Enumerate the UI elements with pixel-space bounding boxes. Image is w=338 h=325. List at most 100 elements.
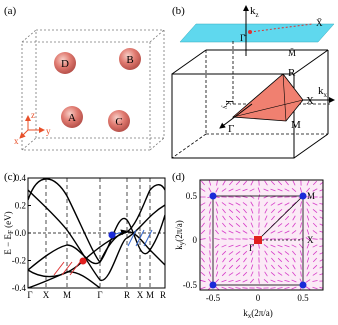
- x-tick-label: M: [63, 290, 71, 300]
- field-arrow: [264, 257, 268, 263]
- label-base: k: [318, 85, 324, 97]
- point-label: M: [307, 191, 315, 201]
- field-arrow: [299, 250, 303, 256]
- field-arrow: [208, 208, 212, 214]
- field-arrow: [312, 286, 318, 290]
- field-arrow: [263, 279, 269, 283]
- field-arrow: [306, 201, 310, 207]
- field-arrow: [221, 202, 227, 206]
- field-arrow: [243, 257, 247, 263]
- field-arrow: [319, 181, 323, 185]
- field-arrow: [292, 180, 296, 186]
- atom-label: A: [68, 112, 76, 124]
- field-arrow: [270, 180, 276, 186]
- label-tail: (eV): [3, 211, 13, 230]
- x-tick-label: R: [124, 290, 130, 300]
- atom-label: D: [61, 58, 69, 70]
- field-arrow: [312, 272, 318, 276]
- field-arrow: [235, 196, 241, 198]
- field-arrow: [200, 279, 206, 283]
- field-arrow: [319, 230, 323, 233]
- field-arrow: [277, 244, 283, 248]
- field-arrow: [242, 188, 248, 192]
- field-arrow: [277, 180, 283, 186]
- plot-frame: [27, 177, 166, 289]
- field-arrow: [277, 272, 283, 276]
- field-arrow: [270, 188, 276, 192]
- field-arrow: [222, 257, 226, 263]
- field-arrow: [292, 264, 296, 270]
- field-arrow: [319, 266, 323, 269]
- field-arrow: [277, 202, 283, 206]
- field-arrow: [235, 264, 241, 270]
- label-tail: (2π/a): [251, 308, 273, 318]
- field-arrow: [235, 188, 241, 192]
- y-tick-label: -0.5: [183, 280, 198, 290]
- field-arrow: [270, 196, 276, 198]
- field-arrow: [200, 229, 206, 235]
- field-arrow: [285, 180, 289, 186]
- field-arrow: [284, 257, 290, 263]
- field-arrow: [305, 286, 311, 290]
- node: [209, 192, 217, 200]
- atom: [61, 106, 83, 128]
- field-arrow: [284, 279, 290, 283]
- field-arrow: [300, 215, 302, 221]
- x-tick-label: -0.5: [206, 293, 221, 303]
- field-arrow: [291, 238, 297, 240]
- field-arrow: [270, 202, 276, 206]
- field-arrow: [200, 208, 206, 214]
- field-arrow: [277, 230, 283, 234]
- field-arrow: [277, 264, 283, 270]
- field-arrow: [208, 264, 212, 270]
- point-label: Γ: [249, 243, 254, 253]
- field-arrow: [249, 243, 255, 249]
- field-arrow: [208, 180, 212, 186]
- field-arrow: [215, 215, 219, 221]
- wedge-edge: [282, 73, 287, 122]
- field-arrow: [300, 264, 302, 270]
- field-arrow: [201, 250, 205, 256]
- x-tick-label: Γ: [27, 290, 32, 300]
- field-arrow: [291, 250, 297, 256]
- field-arrow: [277, 279, 283, 283]
- field-arrow: [215, 208, 219, 214]
- y-tick-label: 0.2: [15, 201, 26, 211]
- field-arrow: [216, 180, 218, 186]
- kx-label: kx: [318, 85, 328, 99]
- field-arrow: [277, 188, 283, 192]
- field-arrow: [277, 257, 283, 263]
- field-arrow: [235, 215, 241, 221]
- node: [299, 281, 307, 289]
- field-arrow: [200, 272, 206, 276]
- y-tick-label: 0: [193, 235, 198, 245]
- field-arrow: [235, 230, 241, 234]
- field-arrow: [291, 286, 297, 290]
- field-arrow: [250, 222, 254, 228]
- x-tick-label: X: [43, 290, 50, 300]
- field-arrow: [250, 271, 254, 277]
- field-arrow: [312, 202, 318, 206]
- field-arrow: [306, 257, 310, 263]
- field-arrow: [270, 287, 276, 289]
- field-arrow: [306, 222, 310, 228]
- berry-field: [200, 180, 323, 290]
- field-arrow: [228, 279, 234, 283]
- atom-label: C: [115, 116, 122, 128]
- surface-point: [248, 30, 252, 34]
- field-arrow: [235, 279, 241, 283]
- node: [254, 236, 262, 244]
- y-tick-label: 0.4: [15, 173, 27, 183]
- field-arrow: [264, 250, 268, 256]
- field-arrow: [284, 208, 290, 214]
- ky-label: ky: [221, 100, 235, 110]
- field-arrow: [228, 244, 234, 248]
- point-label: Γ: [228, 123, 234, 135]
- atom-label: B: [126, 54, 133, 66]
- field-arrow: [312, 209, 318, 213]
- x-tick-label: Γ: [97, 290, 102, 300]
- field-arrow: [235, 272, 241, 276]
- panel-label: (a): [4, 5, 17, 17]
- field-arrow: [292, 208, 296, 214]
